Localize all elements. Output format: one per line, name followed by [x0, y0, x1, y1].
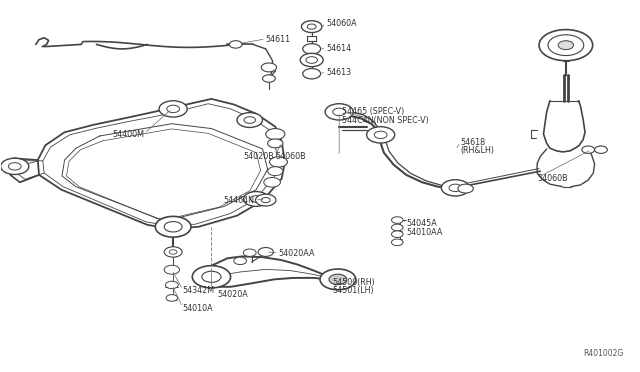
Circle shape	[269, 157, 287, 167]
Circle shape	[266, 129, 285, 140]
Text: (RH&LH): (RH&LH)	[461, 146, 495, 155]
Circle shape	[166, 295, 177, 301]
Text: 54020B: 54020B	[243, 152, 274, 161]
Circle shape	[303, 68, 321, 79]
Circle shape	[392, 239, 403, 246]
Circle shape	[458, 184, 473, 193]
Text: 54060A: 54060A	[326, 19, 357, 28]
Circle shape	[164, 265, 179, 274]
Circle shape	[367, 127, 395, 143]
Circle shape	[595, 146, 607, 153]
Text: 54342M: 54342M	[182, 286, 215, 295]
Text: 54501(LH): 54501(LH)	[333, 286, 374, 295]
Circle shape	[320, 269, 356, 290]
Circle shape	[264, 177, 280, 187]
Circle shape	[392, 231, 403, 237]
Text: R401002G: R401002G	[583, 349, 623, 358]
Circle shape	[229, 41, 242, 48]
Circle shape	[392, 224, 403, 231]
Circle shape	[268, 167, 283, 176]
Text: 54611: 54611	[266, 35, 291, 44]
Circle shape	[558, 41, 573, 49]
Circle shape	[258, 247, 273, 256]
Text: 54010AA: 54010AA	[407, 228, 444, 237]
Circle shape	[392, 217, 403, 224]
Circle shape	[268, 139, 283, 148]
Text: 54613: 54613	[326, 68, 351, 77]
Text: 54400M: 54400M	[113, 130, 145, 140]
Circle shape	[582, 146, 595, 153]
Circle shape	[156, 217, 191, 237]
Text: 54500(RH): 54500(RH)	[333, 278, 376, 287]
Text: 54045A: 54045A	[407, 219, 438, 228]
Circle shape	[255, 194, 276, 206]
Circle shape	[1, 158, 29, 174]
Circle shape	[170, 250, 177, 254]
Text: 54464N: 54464N	[223, 196, 254, 205]
Text: 54614: 54614	[326, 44, 351, 52]
Text: 54020A: 54020A	[218, 290, 248, 299]
Circle shape	[303, 44, 321, 54]
Circle shape	[442, 180, 469, 196]
Text: 54010A: 54010A	[182, 304, 213, 313]
Circle shape	[234, 257, 246, 264]
Circle shape	[192, 266, 230, 288]
Text: 54060B: 54060B	[537, 174, 568, 183]
Text: 544C4N(NON SPEC-V): 544C4N(NON SPEC-V)	[342, 116, 429, 125]
Circle shape	[261, 63, 276, 72]
Circle shape	[243, 192, 269, 206]
Text: 54618: 54618	[461, 138, 486, 147]
Circle shape	[159, 101, 187, 117]
Text: 54060B: 54060B	[275, 152, 306, 161]
Circle shape	[300, 53, 323, 67]
Circle shape	[301, 21, 322, 33]
Circle shape	[539, 30, 593, 61]
Text: 54020AA: 54020AA	[278, 249, 315, 258]
Circle shape	[325, 104, 353, 120]
Circle shape	[329, 274, 347, 285]
Circle shape	[243, 249, 256, 256]
Circle shape	[307, 24, 316, 29]
Circle shape	[164, 247, 182, 257]
Text: 54465 (SPEC-V): 54465 (SPEC-V)	[342, 108, 404, 116]
Circle shape	[237, 113, 262, 128]
Circle shape	[262, 75, 275, 82]
Circle shape	[166, 281, 178, 289]
